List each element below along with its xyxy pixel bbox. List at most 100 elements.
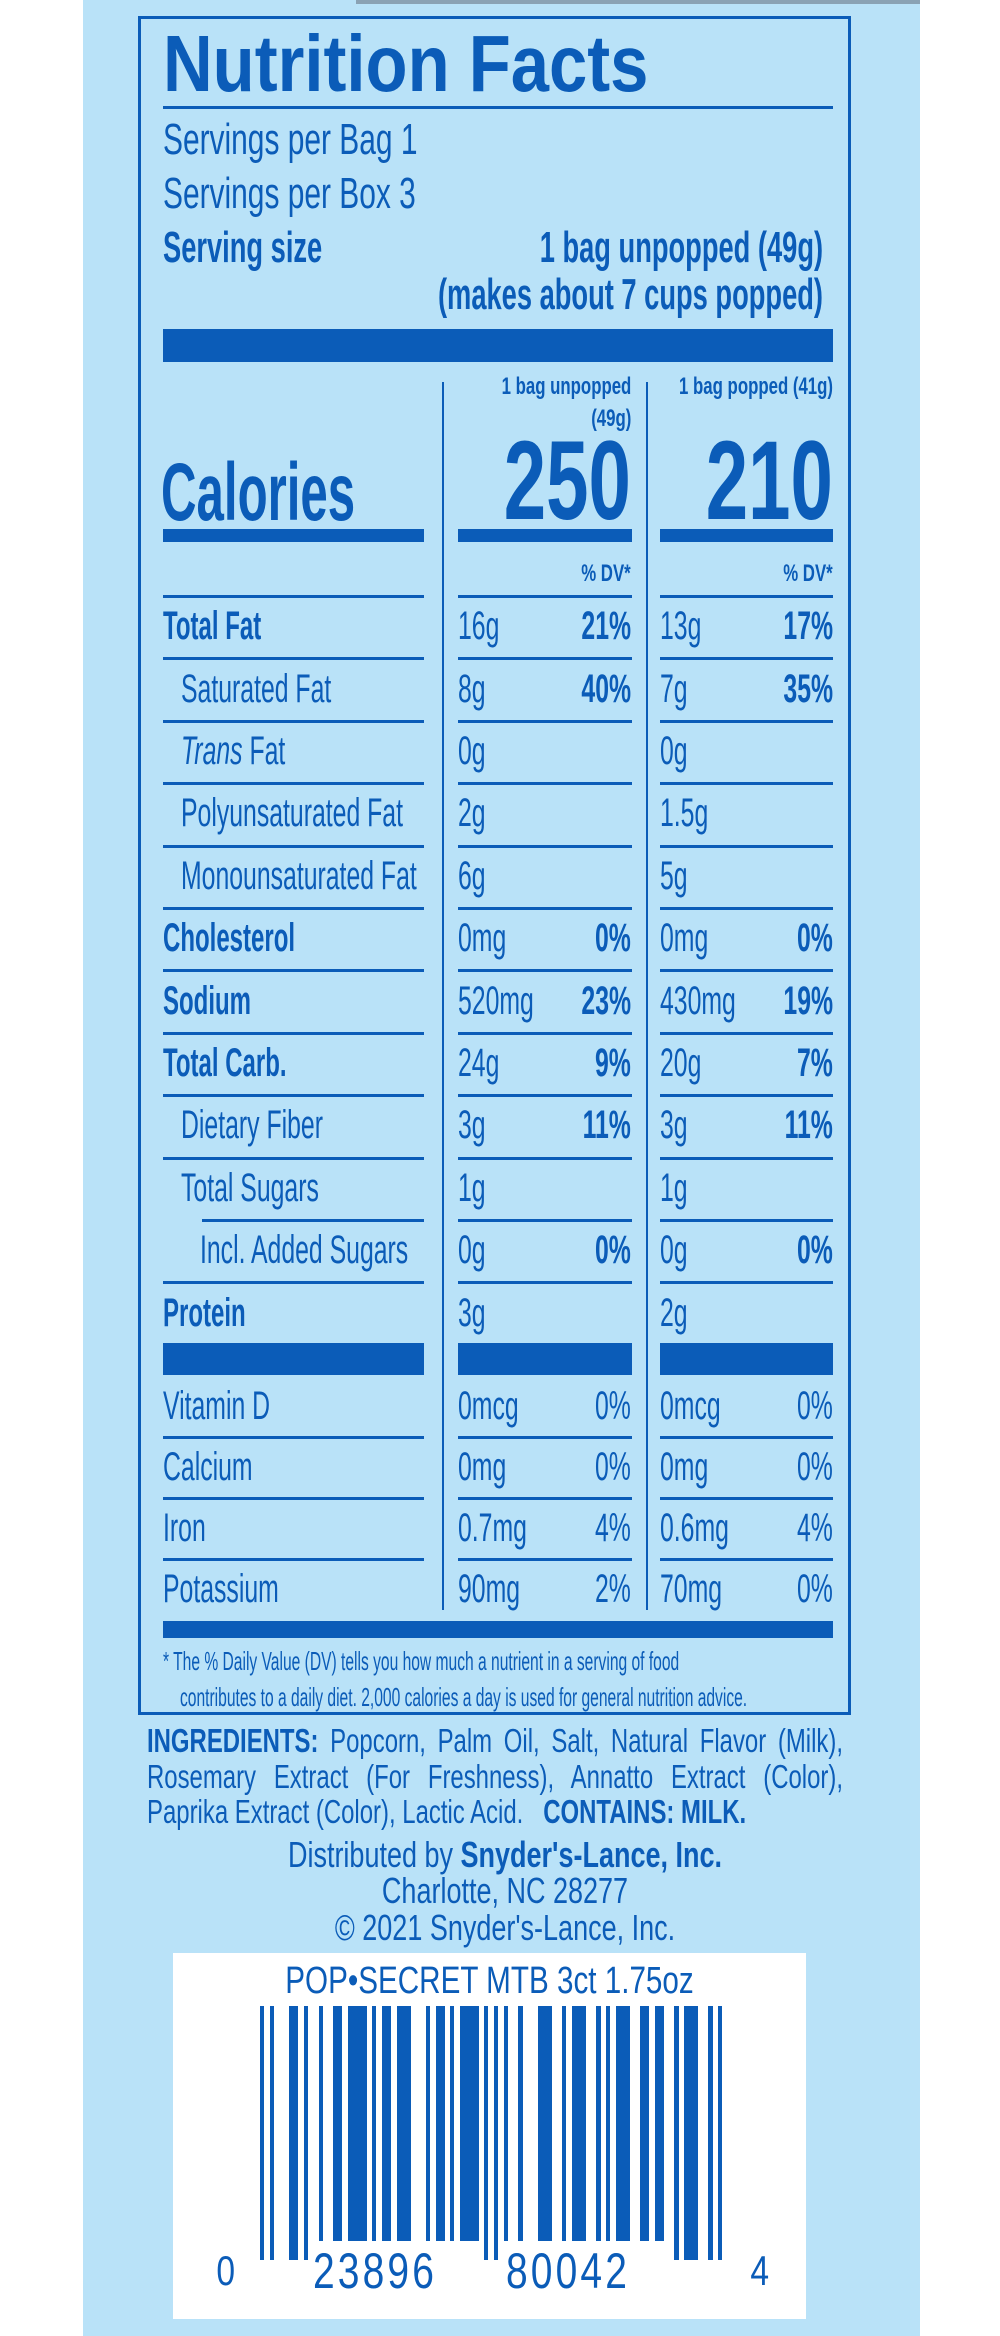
barcode-bar bbox=[562, 2006, 567, 2241]
amount-popped: 70mg bbox=[660, 1566, 723, 1611]
amount-popped: 3g bbox=[660, 1103, 688, 1148]
barcode-bar bbox=[381, 2006, 391, 2241]
row-divider bbox=[163, 1032, 424, 1035]
barcode-bar bbox=[537, 2006, 552, 2241]
row-divider bbox=[163, 1497, 424, 1500]
dv-unpopped: 2% bbox=[595, 1566, 631, 1611]
row-divider bbox=[458, 657, 632, 660]
barcode-bar bbox=[484, 2006, 489, 2260]
serving-size-note: (makes about 7 cups popped) bbox=[437, 270, 823, 319]
row-divider bbox=[163, 845, 424, 848]
row-divider bbox=[163, 595, 424, 598]
nutrient-label: Incl. Added Sugars bbox=[200, 1228, 409, 1273]
amount-unpopped: 3g bbox=[458, 1103, 486, 1148]
barcode-bar bbox=[674, 2006, 679, 2260]
vitamin-bar bbox=[458, 1343, 632, 1375]
barcode-bar bbox=[450, 2006, 455, 2241]
row-divider bbox=[660, 907, 833, 910]
amount-unpopped: 16g bbox=[458, 604, 500, 649]
row-divider bbox=[660, 969, 833, 972]
nutrient-label: Saturated Fat bbox=[181, 666, 332, 711]
package-panel bbox=[83, 0, 920, 2336]
amount-unpopped: 3g bbox=[458, 1290, 486, 1335]
dv-unpopped: 0% bbox=[595, 1228, 631, 1273]
bottom-thick-bar bbox=[163, 1621, 833, 1638]
row-divider bbox=[660, 595, 833, 598]
row-divider bbox=[202, 1219, 424, 1222]
barcode-bar bbox=[654, 2006, 664, 2241]
row-divider bbox=[163, 720, 424, 723]
vitamin-bar bbox=[660, 1343, 833, 1375]
row-divider bbox=[660, 1497, 833, 1500]
ingredients-line-3: Paprika Extract (Color), Lactic Acid. bbox=[147, 1793, 524, 1830]
row-divider bbox=[660, 1558, 833, 1561]
row-divider bbox=[163, 657, 424, 660]
dv-popped: 0% bbox=[797, 1383, 833, 1428]
barcode-bar bbox=[260, 2006, 265, 2260]
amount-popped: 0mcg bbox=[660, 1383, 721, 1428]
column-divider bbox=[646, 382, 648, 1610]
vitamin-bar bbox=[163, 1343, 424, 1375]
barcode-bar bbox=[571, 2006, 586, 2241]
barcode-bar bbox=[606, 2006, 611, 2241]
barcode-bar bbox=[318, 2006, 323, 2241]
unpopped-header: 1 bag unpopped bbox=[501, 373, 631, 400]
barcode-bar bbox=[396, 2006, 411, 2241]
panel-edge bbox=[356, 0, 920, 4]
amount-popped: 1.5g bbox=[660, 791, 709, 836]
dv-popped: 0% bbox=[797, 1228, 833, 1273]
dv-label-unpopped: % DV* bbox=[581, 560, 631, 587]
amount-unpopped: 0g bbox=[458, 1228, 486, 1273]
servings-per-box: Servings per Box 3 bbox=[163, 169, 416, 218]
row-divider bbox=[660, 720, 833, 723]
barcode-bar bbox=[303, 2006, 309, 2260]
vitamin-label: Potassium bbox=[163, 1566, 279, 1611]
distributor-name: Snyder's-Lance, Inc. bbox=[460, 1834, 723, 1875]
amount-unpopped: 90mg bbox=[458, 1566, 521, 1611]
barcode-bar bbox=[615, 2006, 630, 2241]
dv-popped: 0% bbox=[797, 1444, 833, 1489]
row-divider bbox=[660, 1219, 833, 1222]
dv-unpopped: 0% bbox=[595, 1383, 631, 1428]
row-divider bbox=[163, 907, 424, 910]
nutrient-label: Polyunsaturated Fat bbox=[181, 791, 403, 836]
barcode-bar bbox=[503, 2006, 508, 2241]
footnote-line-1: * The % Daily Value (DV) tells you how m… bbox=[163, 1646, 680, 1676]
row-divider bbox=[660, 845, 833, 848]
popped-header: 1 bag popped (41g) bbox=[678, 373, 833, 400]
amount-popped: 430mg bbox=[660, 978, 736, 1023]
row-divider bbox=[660, 1436, 833, 1439]
dv-popped: 19% bbox=[783, 978, 833, 1023]
unpopped-header-weight: (49g) bbox=[590, 405, 631, 432]
dv-popped: 7% bbox=[797, 1041, 833, 1085]
barcode-bar bbox=[708, 2006, 713, 2260]
row-divider bbox=[163, 969, 424, 972]
vitamin-label: Iron bbox=[163, 1505, 206, 1550]
ingredients-line-2: Rosemary Extract (For Freshness), Annatt… bbox=[147, 1758, 843, 1795]
row-divider bbox=[163, 1281, 424, 1284]
row-divider bbox=[660, 1032, 833, 1035]
barcode-bar bbox=[269, 2006, 274, 2260]
dv-popped: 0% bbox=[797, 916, 833, 961]
dv-popped: 4% bbox=[797, 1505, 833, 1550]
row-divider bbox=[163, 782, 424, 785]
calories-label: Calories bbox=[161, 447, 356, 538]
amount-unpopped: 0g bbox=[458, 729, 486, 773]
amount-popped: 0.6mg bbox=[660, 1505, 729, 1550]
nutrient-label: Total Sugars bbox=[181, 1165, 319, 1210]
nutrition-facts-box bbox=[138, 16, 851, 1715]
calories-rule bbox=[660, 529, 833, 542]
barcode-bar bbox=[640, 2006, 650, 2241]
dv-label-popped: % DV* bbox=[783, 560, 833, 587]
footnote-line-2: contributes to a daily diet. 2,000 calor… bbox=[180, 1682, 748, 1712]
row-divider bbox=[458, 1157, 632, 1160]
row-divider bbox=[163, 1436, 424, 1439]
dv-unpopped: 23% bbox=[581, 978, 631, 1023]
amount-unpopped: 1g bbox=[458, 1165, 486, 1210]
dv-unpopped: 0% bbox=[595, 916, 631, 961]
dv-popped: 0% bbox=[797, 1566, 833, 1611]
barcode-bar bbox=[289, 2006, 299, 2260]
nutrient-label: Dietary Fiber bbox=[181, 1103, 323, 1148]
dv-popped: 17% bbox=[783, 604, 833, 649]
amount-unpopped: 0mcg bbox=[458, 1383, 519, 1428]
